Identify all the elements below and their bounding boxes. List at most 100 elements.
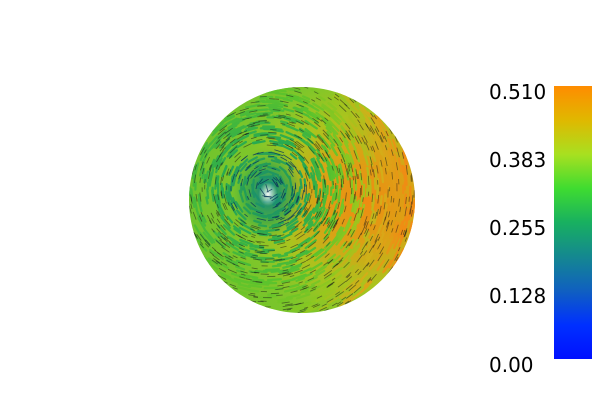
vector-arrow-glyph bbox=[315, 140, 320, 146]
vector-streak bbox=[233, 227, 242, 235]
vector-arrow-glyph bbox=[218, 162, 222, 171]
vector-arrow-glyph bbox=[326, 283, 334, 288]
vector-arrow-glyph bbox=[203, 149, 207, 154]
vector-streak bbox=[212, 230, 220, 238]
vector-arrow-glyph bbox=[259, 244, 269, 247]
vector-arrow-glyph bbox=[373, 225, 376, 231]
vector-streak bbox=[253, 244, 265, 249]
vector-streak bbox=[287, 94, 299, 100]
vector-arrow-glyph bbox=[217, 194, 220, 201]
vector-arrow-glyph bbox=[326, 242, 331, 247]
vector-arrow-glyph bbox=[251, 267, 258, 270]
vector-arrow-glyph bbox=[198, 215, 203, 222]
vector-arrow-glyph bbox=[397, 247, 401, 252]
vector-arrow-glyph bbox=[363, 135, 368, 143]
vector-arrow-glyph bbox=[289, 139, 297, 144]
vector-streak bbox=[200, 144, 208, 156]
vector-arrow-glyph bbox=[279, 100, 289, 103]
vector-streak bbox=[216, 129, 228, 139]
vector-arrow-glyph bbox=[229, 146, 238, 154]
vector-arrow-glyph bbox=[375, 126, 380, 133]
vector-streak bbox=[227, 130, 235, 137]
vector-arrow-glyph bbox=[322, 132, 329, 140]
vector-arrow-glyph bbox=[278, 219, 287, 224]
vector-arrow-glyph bbox=[282, 271, 290, 274]
vector-arrow-glyph bbox=[283, 154, 292, 161]
vector-arrow-glyph bbox=[248, 294, 256, 297]
vector-arrow-glyph bbox=[246, 178, 250, 186]
vector-streak bbox=[345, 153, 353, 169]
vector-arrow-glyph bbox=[222, 203, 226, 211]
vector-arrow-glyph bbox=[316, 210, 321, 219]
vector-arrow-glyph bbox=[286, 239, 291, 242]
vector-arrow-glyph bbox=[394, 135, 398, 143]
vector-streak bbox=[269, 140, 284, 145]
vector-arrow-glyph bbox=[357, 135, 363, 144]
vector-arrow-glyph bbox=[311, 286, 318, 290]
vector-streak bbox=[353, 167, 358, 177]
vector-arrow-glyph bbox=[270, 129, 277, 131]
vector-arrow-glyph bbox=[217, 131, 226, 139]
vector-arrow-glyph bbox=[312, 304, 321, 308]
vector-streak bbox=[363, 132, 372, 148]
vector-arrow-glyph bbox=[377, 195, 380, 204]
vector-streak bbox=[270, 88, 287, 93]
vector-arrow-glyph bbox=[379, 246, 385, 255]
vector-streak bbox=[345, 170, 350, 181]
vector-arrow-glyph bbox=[395, 224, 399, 233]
vector-streak bbox=[201, 167, 206, 180]
vector-arrow-glyph bbox=[226, 171, 229, 177]
vector-streak bbox=[301, 284, 315, 292]
vector-arrow-glyph bbox=[306, 204, 312, 214]
vector-arrow-glyph bbox=[402, 229, 406, 236]
vector-arrow-glyph bbox=[303, 306, 309, 309]
vector-arrow-glyph bbox=[347, 168, 350, 175]
vector-arrow-glyph bbox=[246, 196, 250, 201]
vector-streak bbox=[323, 145, 329, 153]
vector-arrow-glyph bbox=[237, 261, 246, 266]
vector-arrow-glyph bbox=[399, 206, 401, 213]
vector-streak bbox=[325, 126, 332, 134]
vector-streak bbox=[234, 289, 248, 295]
vector-streak bbox=[315, 183, 318, 199]
vector-streak bbox=[232, 251, 246, 259]
vector-streak bbox=[209, 248, 218, 257]
vector-streak bbox=[268, 104, 284, 109]
vector-arrow-glyph bbox=[363, 250, 368, 256]
vector-streak bbox=[295, 293, 311, 300]
vector-arrow-glyph bbox=[248, 189, 252, 198]
vortex-core bbox=[230, 146, 306, 242]
vector-arrow-glyph bbox=[344, 300, 350, 305]
vector-arrow-glyph bbox=[251, 236, 256, 238]
vector-arrow-glyph bbox=[323, 233, 329, 240]
vector-arrow-glyph bbox=[223, 133, 231, 140]
vector-streak bbox=[282, 87, 292, 91]
vector-arrow-glyph bbox=[286, 144, 294, 149]
vector-arrow-glyph bbox=[324, 273, 332, 279]
vector-streak bbox=[199, 153, 205, 162]
vector-arrow-glyph bbox=[312, 117, 319, 123]
vector-arrow-glyph bbox=[357, 232, 362, 240]
vector-arrow-glyph bbox=[250, 256, 257, 259]
vector-arrow-glyph bbox=[275, 258, 286, 262]
vector-streak bbox=[352, 238, 360, 248]
vector-streak bbox=[328, 237, 339, 249]
vector-streak bbox=[327, 219, 338, 234]
vector-streak bbox=[231, 242, 242, 249]
vector-arrow-glyph bbox=[223, 202, 228, 211]
vector-arrow-glyph bbox=[313, 144, 321, 152]
vector-arrow-glyph bbox=[373, 115, 377, 120]
vector-streak bbox=[315, 201, 322, 213]
vector-arrow-glyph bbox=[284, 208, 289, 213]
vector-arrow-glyph bbox=[380, 159, 383, 167]
vector-arrow-glyph bbox=[222, 175, 224, 181]
vector-arrow-glyph bbox=[199, 243, 205, 249]
vector-arrow-glyph bbox=[314, 143, 321, 150]
vector-streak bbox=[201, 215, 207, 223]
vector-arrow-glyph bbox=[325, 151, 330, 159]
vector-streak bbox=[403, 208, 409, 222]
vector-arrow-glyph bbox=[377, 243, 382, 250]
vector-streak bbox=[348, 130, 355, 138]
vector-arrow-glyph bbox=[319, 198, 323, 208]
